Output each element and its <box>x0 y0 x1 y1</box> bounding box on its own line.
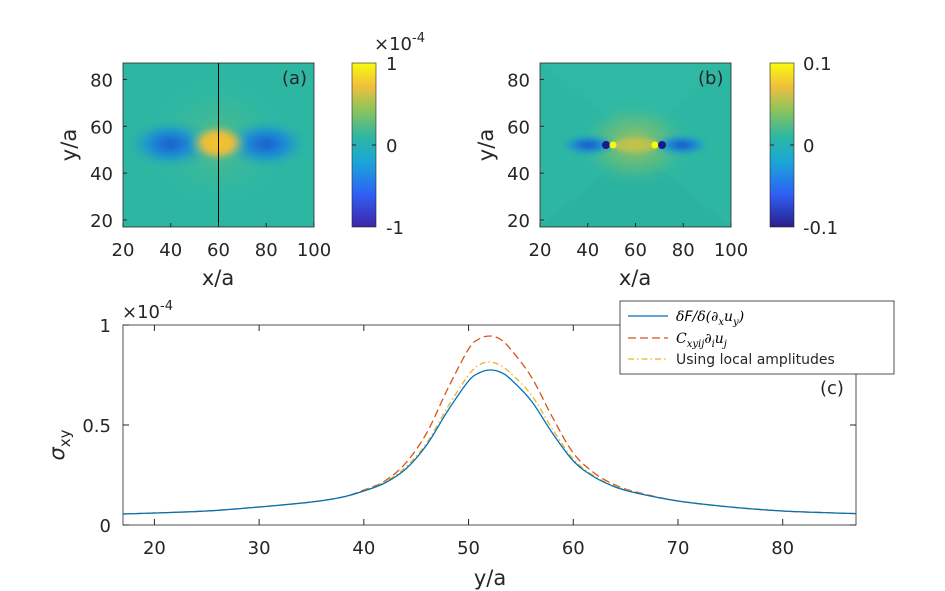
x-tick-label: 80 <box>255 240 278 261</box>
legend-label-1: δF/δ(∂xuy) <box>676 309 744 328</box>
legend-entry-1: δF/δ(∂xuy) <box>628 309 744 328</box>
colorbar-b-zero-label: 0 <box>803 136 814 157</box>
colorbar-b-max-label: 0.1 <box>803 54 832 75</box>
y-tick-label: 20 <box>507 211 530 232</box>
x-tick-label: 40 <box>576 240 599 261</box>
x-tick-label: 60 <box>207 240 230 261</box>
legend-label-3: Using local amplitudes <box>676 352 835 368</box>
heatmap-b-y-label: y/a <box>474 129 498 161</box>
colorbar-a-zero-label: 0 <box>386 136 397 157</box>
x-tick-label: 20 <box>112 240 135 261</box>
heatmap-b-core-right-bright <box>651 141 659 149</box>
y-tick-label: 80 <box>90 70 113 91</box>
line-chart-c-series-group <box>123 335 856 515</box>
series-line-3 <box>123 361 856 515</box>
line-chart-c-y-ticks: 00.51 <box>82 316 856 537</box>
line-chart-c: 20 30 40 50 60 70 80 00.51 ×10-4 (c) y/a σxy δ… <box>45 299 895 590</box>
x-tick-label: 60 <box>624 240 647 261</box>
x-tick-label: 20 <box>143 538 166 559</box>
colorbar-b-min-label: -0.1 <box>803 218 838 239</box>
x-tick-label: 50 <box>457 538 480 559</box>
legend-entry-2: Cxyij∂iuj <box>628 331 727 350</box>
heatmap-b: (b) 20 40 60 80 100 20 40 60 80 x/a y/a 0.1 0 -… <box>474 54 838 290</box>
heatmap-b-x-ticks: 20 40 60 80 100 <box>529 223 748 261</box>
legend: δF/δ(∂xuy) Cxyij∂iuj Using local amplitu… <box>619 300 895 375</box>
heatmap-a-cold-lobe-left <box>124 118 216 170</box>
heatmap-a-x-ticks: 20 40 60 80 100 <box>112 223 331 261</box>
y-tick-label: 1 <box>100 316 111 337</box>
heatmap-b-warm-band <box>613 138 657 152</box>
legend-label-2: Cxyij∂iuj <box>676 331 727 350</box>
y-tick-label: 0 <box>100 516 111 537</box>
y-tick-label: 40 <box>507 164 530 185</box>
legend-entry-3: Using local amplitudes <box>628 352 835 368</box>
x-tick-label: 40 <box>352 538 375 559</box>
line-chart-c-panel-label: (c) <box>820 378 844 399</box>
x-tick-label: 60 <box>562 538 585 559</box>
colorbar-a-exponent: ×10-4 <box>374 31 425 55</box>
heatmap-b-panel-label: (b) <box>698 68 723 89</box>
line-chart-c-x-label: y/a <box>474 566 506 590</box>
heatmap-b-cold-lobe-left <box>558 133 618 157</box>
heatmap-a-x-label: x/a <box>202 266 234 290</box>
colorbar-a-max-label: 1 <box>386 54 397 75</box>
y-tick-label: 20 <box>90 211 113 232</box>
heatmap-b-core-left-bright <box>609 141 617 149</box>
heatmap-a-panel-label: (a) <box>282 68 307 89</box>
series-line-1 <box>123 369 856 515</box>
x-tick-label: 70 <box>667 538 690 559</box>
colorbar-a-min-label: -1 <box>386 218 404 239</box>
x-tick-label: 80 <box>672 240 695 261</box>
heatmap-b-x-label: x/a <box>619 266 651 290</box>
heatmap-b-field <box>540 63 731 227</box>
line-chart-c-y-label: σxy <box>45 429 74 460</box>
y-tick-label: 60 <box>90 117 113 138</box>
line-chart-c-y-exponent: ×10-4 <box>122 299 173 323</box>
y-tick-label: 60 <box>507 117 530 138</box>
heatmap-b-y-ticks: 20 40 60 80 <box>507 70 544 232</box>
line-chart-c-x-ticks: 20 30 40 50 60 70 80 <box>143 325 794 559</box>
x-tick-label: 40 <box>159 240 182 261</box>
x-tick-label: 100 <box>714 240 748 261</box>
heatmap-b-cold-lobe-right <box>652 133 712 157</box>
heatmap-a-cold-lobe-right <box>220 118 312 170</box>
heatmap-b-core-left-dark <box>602 141 610 149</box>
x-tick-label: 80 <box>771 538 794 559</box>
heatmap-a-y-ticks: 20 40 60 80 <box>90 70 127 232</box>
heatmap-b-core-right-dark <box>658 141 666 149</box>
y-tick-label: 0.5 <box>82 416 111 437</box>
y-tick-label: 80 <box>507 70 530 91</box>
x-tick-label: 20 <box>529 240 552 261</box>
heatmap-a-y-label: y/a <box>57 129 81 161</box>
x-tick-label: 30 <box>248 538 271 559</box>
x-tick-label: 100 <box>297 240 331 261</box>
y-tick-label: 40 <box>90 164 113 185</box>
